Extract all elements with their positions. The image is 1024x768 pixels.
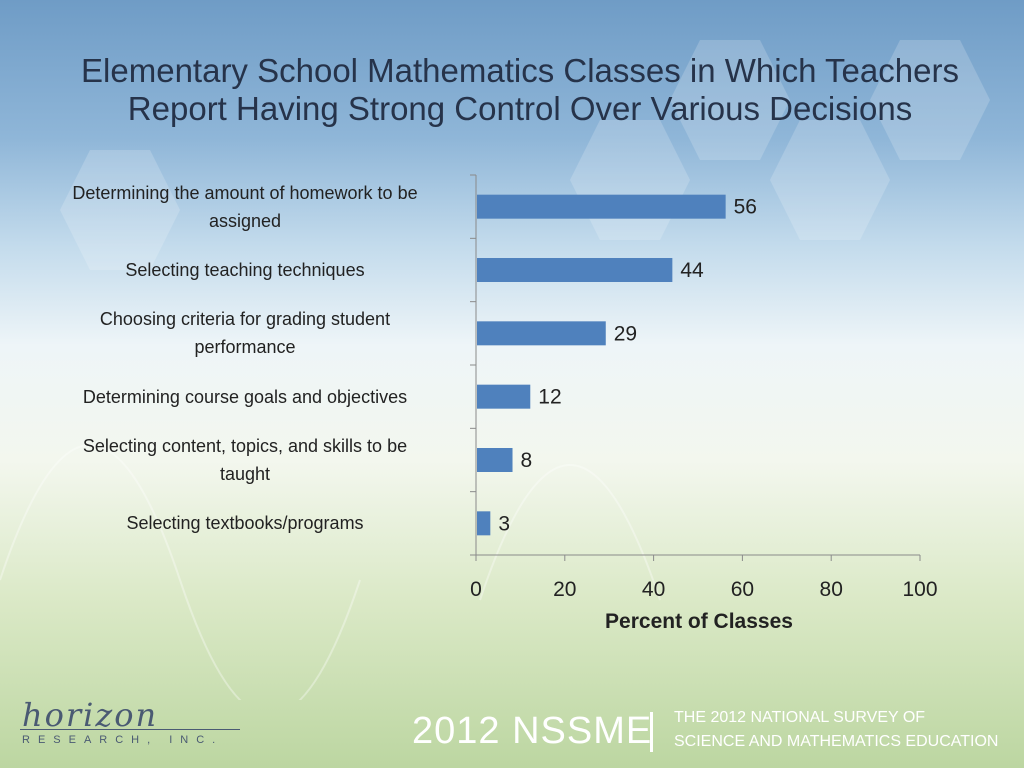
category-label-line: Determining course goals and objectives (82, 386, 408, 407)
data-label: 29 (614, 322, 637, 345)
chart-title: Elementary School Mathematics Classes in… (20, 52, 1020, 128)
bar (477, 384, 531, 409)
category-label: Determining the amount of homework to be… (35, 179, 455, 235)
background-waves (0, 444, 661, 700)
category-label-line: taught (219, 464, 271, 484)
bar (477, 511, 491, 536)
data-label: 8 (521, 449, 533, 472)
bar (477, 448, 513, 472)
category-label-line: Choosing criteria for grading student (99, 309, 391, 330)
footer-divider (650, 712, 653, 752)
data-label: 3 (498, 512, 510, 535)
x-tick-label: 0 (470, 578, 482, 601)
bar (477, 321, 606, 346)
category-label-line: Selecting content, topics, and skills to… (82, 436, 408, 456)
footer-survey-line-1: THE 2012 NATIONAL SURVEY OF (674, 709, 926, 726)
chart-title-line-2: Report Having Strong Control Over Variou… (127, 90, 913, 127)
category-label: Choosing criteria for grading student per… (35, 305, 455, 361)
data-label: 12 (538, 386, 561, 409)
category-label-line: Selecting textbooks/programs (126, 513, 364, 534)
data-label: 44 (680, 259, 704, 282)
data-label: 56 (734, 196, 757, 219)
bar (477, 258, 673, 282)
category-label: Determining course goals and objectives (35, 383, 455, 411)
x-tick-label: 100 (902, 578, 937, 601)
footer-survey-name: THE 2012 NATIONAL SURVEY OF SCIENCE AND … (674, 706, 998, 754)
logo-subtitle: RESEARCH, INC. (22, 734, 224, 746)
category-label: Selecting textbooks/programs (35, 509, 455, 537)
category-label: Selecting teaching techniques (35, 256, 455, 284)
category-label-line: Selecting teaching techniques (125, 260, 365, 280)
bar (477, 194, 726, 219)
category-label-line: Determining the amount of homework to be (72, 182, 418, 203)
chart-title-line-1: Elementary School Mathematics Classes in… (81, 52, 959, 89)
footer-survey-line-2: SCIENCE AND MATHEMATICS EDUCATION (674, 733, 999, 750)
x-tick-label: 20 (553, 578, 576, 601)
logo-underline (20, 729, 240, 730)
logo-wordmark: horizon (22, 696, 159, 734)
category-label: Selecting content, topics, and skills to… (35, 432, 455, 488)
x-tick-label: 60 (731, 578, 754, 601)
x-tick-label: 80 (820, 578, 843, 601)
footer-survey-acronym: 2012 NSSME (412, 710, 653, 752)
category-label-line: performance (194, 337, 296, 358)
x-tick-label: 40 (642, 578, 665, 601)
category-label-line: assigned (208, 210, 282, 231)
x-axis-title: Percent of Classes (605, 610, 793, 633)
